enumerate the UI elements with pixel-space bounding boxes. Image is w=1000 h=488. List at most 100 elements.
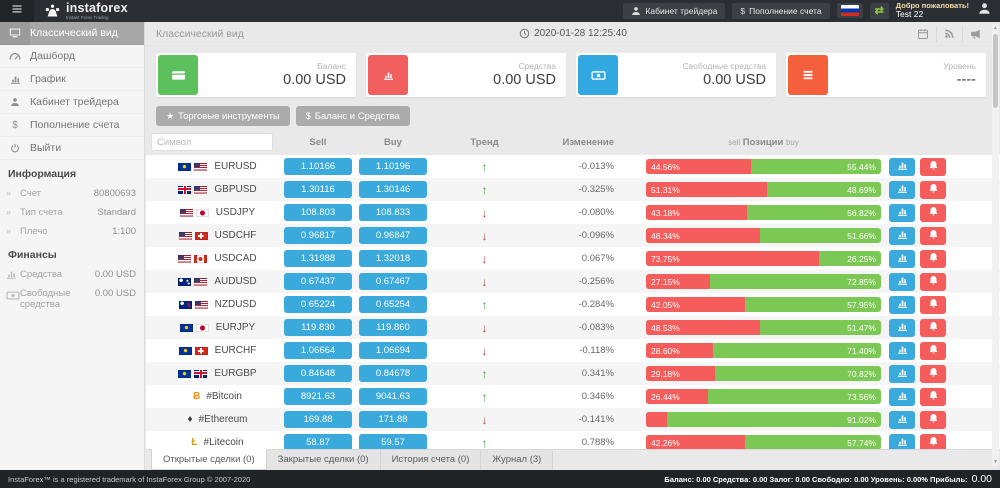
row-actions: [889, 249, 946, 268]
chart-button[interactable]: [889, 364, 915, 383]
buy-button[interactable]: 59.57: [359, 434, 427, 451]
buy-button[interactable]: 0.84678: [359, 365, 427, 382]
sell-button[interactable]: 1.10166: [284, 158, 352, 175]
buy-button[interactable]: 1.10196: [359, 158, 427, 175]
bottom-tab[interactable]: История счета (0): [380, 450, 482, 470]
buy-button[interactable]: 0.65254: [359, 296, 427, 313]
buy-positions-pct: 72.85%: [847, 276, 876, 287]
row-actions: [889, 410, 946, 429]
sell-button[interactable]: 0.65224: [284, 296, 352, 313]
sell-button[interactable]: 8921.63: [284, 388, 352, 405]
rss-icon[interactable]: [936, 25, 962, 42]
scroll-down-icon[interactable]: ▼: [993, 459, 998, 465]
sidebar-item-chart[interactable]: График: [0, 68, 144, 91]
buy-button[interactable]: 1.30146: [359, 181, 427, 198]
buy-positions-segment: 72.85%: [710, 274, 881, 289]
chart-button[interactable]: [889, 433, 915, 452]
alert-button[interactable]: [920, 203, 946, 222]
buy-button[interactable]: 1.32018: [359, 250, 427, 267]
chart-button[interactable]: [889, 341, 915, 360]
buy-button[interactable]: 0.96847: [359, 227, 427, 244]
symbol-name: #Ethereum: [198, 414, 248, 425]
buy-positions-pct: 57.95%: [847, 299, 876, 310]
header-positions: sell Позиции buy: [646, 137, 881, 148]
user-icon: [631, 6, 641, 16]
chart-button[interactable]: [889, 203, 915, 222]
chart-button[interactable]: [889, 180, 915, 199]
sell-button[interactable]: 1.06664: [284, 342, 352, 359]
scroll-up-icon[interactable]: ▲: [993, 25, 998, 31]
sell-button[interactable]: 0.96817: [284, 227, 352, 244]
sell-positions-segment: 42.05%: [646, 297, 745, 312]
card-value: ----: [956, 72, 976, 89]
alert-button[interactable]: [920, 295, 946, 314]
symbol-flag-icon: [194, 254, 208, 263]
alert-button[interactable]: [920, 410, 946, 429]
bottom-tab[interactable]: Открытые сделки (0): [151, 449, 267, 470]
alert-button[interactable]: [920, 249, 946, 268]
buy-button[interactable]: 0.67467: [359, 273, 427, 290]
bell-icon: [928, 297, 939, 312]
avatar-icon[interactable]: [976, 3, 992, 19]
buy-button[interactable]: 171.88: [359, 411, 427, 428]
alert-button[interactable]: [920, 226, 946, 245]
toolbar-button[interactable]: ★ Торговые инструменты: [156, 106, 290, 126]
change-value: -0.013%: [578, 161, 614, 172]
sell-button[interactable]: 108.803: [284, 204, 352, 221]
sidebar-item-gauge[interactable]: Дашборд: [0, 45, 144, 68]
header-pos-title: Позиции: [742, 136, 784, 148]
alert-button[interactable]: [920, 341, 946, 360]
megaphone-icon[interactable]: [962, 25, 988, 42]
symbol-filter-input[interactable]: [151, 133, 273, 151]
sell-button[interactable]: 169.88: [284, 411, 352, 428]
alert-button[interactable]: [920, 387, 946, 406]
alert-button[interactable]: [920, 364, 946, 383]
symbol-flag-icon: [195, 323, 209, 332]
scrollbar-thumb[interactable]: [993, 34, 998, 108]
trader-cabinet-button[interactable]: Кабинет трейдера: [623, 2, 726, 19]
sell-button[interactable]: 58.87: [284, 434, 352, 451]
trend-arrow-icon: [427, 299, 542, 311]
language-switcher[interactable]: [836, 3, 863, 19]
vertical-scrollbar[interactable]: ▲ ▼: [992, 24, 999, 466]
sell-button[interactable]: 1.31988: [284, 250, 352, 267]
alert-button[interactable]: [920, 272, 946, 291]
toolbar-button[interactable]: $ Баланс и Средства: [295, 106, 410, 126]
calendar-icon[interactable]: [910, 26, 936, 42]
buy-button[interactable]: 119.860: [359, 319, 427, 336]
buy-positions-segment: 70.82%: [715, 366, 881, 381]
chart-button[interactable]: [889, 157, 915, 176]
chart-button[interactable]: [889, 226, 915, 245]
buy-button[interactable]: 108.833: [359, 204, 427, 221]
sidebar-item-dollar[interactable]: $ Пополнение счета: [0, 114, 144, 137]
chart-button[interactable]: [889, 249, 915, 268]
sidebar-item-user[interactable]: Кабинет трейдера: [0, 91, 144, 114]
chart-button[interactable]: [889, 410, 915, 429]
change-value: 0.346%: [581, 391, 614, 402]
chart-button[interactable]: [889, 387, 915, 406]
buy-button[interactable]: 9041.63: [359, 388, 427, 405]
sidebar-item-desktop[interactable]: Классический вид: [0, 22, 144, 45]
deposit-button[interactable]: $ Пополнение счета: [732, 2, 830, 19]
sell-button[interactable]: 119.830: [284, 319, 352, 336]
alert-button[interactable]: [920, 157, 946, 176]
sell-button[interactable]: 0.84648: [284, 365, 352, 382]
dollar-icon: $: [740, 5, 746, 16]
bottom-tab[interactable]: Закрытые сделки (0): [266, 450, 381, 470]
sidebar-item-power[interactable]: Выйти: [0, 137, 144, 160]
finance-section-title: Финансы: [8, 249, 57, 261]
alert-button[interactable]: [920, 318, 946, 337]
table-row: USDJPY 108.803 108.833 -0.080% 43.18% 56…: [146, 201, 1000, 224]
bottom-tab[interactable]: Журнал (3): [481, 450, 554, 470]
buy-button[interactable]: 1.06694: [359, 342, 427, 359]
exchange-icon[interactable]: ⇄: [869, 2, 889, 19]
sidebar-toggle-button[interactable]: [0, 0, 34, 22]
row-actions: [889, 295, 946, 314]
sell-button[interactable]: 0.67437: [284, 273, 352, 290]
alert-button[interactable]: [920, 433, 946, 452]
chart-button[interactable]: [889, 318, 915, 337]
sell-button[interactable]: 1.30116: [284, 181, 352, 198]
alert-button[interactable]: [920, 180, 946, 199]
chart-button[interactable]: [889, 272, 915, 291]
chart-button[interactable]: [889, 295, 915, 314]
